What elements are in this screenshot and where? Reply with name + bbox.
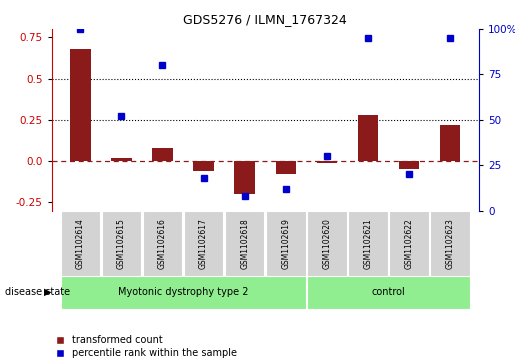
Bar <box>276 161 296 174</box>
Text: GSM1102618: GSM1102618 <box>240 218 249 269</box>
Text: GSM1102622: GSM1102622 <box>405 218 414 269</box>
Bar <box>193 161 214 171</box>
Text: GSM1102620: GSM1102620 <box>322 218 331 269</box>
Legend: transformed count, percentile rank within the sample: transformed count, percentile rank withi… <box>56 335 237 358</box>
Text: ▶: ▶ <box>44 287 52 297</box>
Bar <box>61 276 305 309</box>
Text: GSM1102623: GSM1102623 <box>445 218 455 269</box>
Bar <box>317 161 337 163</box>
Text: GSM1102617: GSM1102617 <box>199 218 208 269</box>
Text: disease state: disease state <box>5 287 70 297</box>
Text: GSM1102619: GSM1102619 <box>281 218 290 269</box>
Bar <box>101 211 141 276</box>
Bar <box>111 158 132 161</box>
Bar <box>234 161 255 194</box>
Bar <box>61 211 100 276</box>
Bar <box>152 148 173 161</box>
Bar <box>389 211 429 276</box>
Bar <box>184 211 224 276</box>
Bar <box>348 211 388 276</box>
Text: GSM1102615: GSM1102615 <box>117 218 126 269</box>
Bar <box>431 211 470 276</box>
Title: GDS5276 / ILMN_1767324: GDS5276 / ILMN_1767324 <box>183 13 347 26</box>
Bar <box>399 161 419 169</box>
Bar <box>440 125 460 161</box>
Text: Myotonic dystrophy type 2: Myotonic dystrophy type 2 <box>118 287 248 297</box>
Text: GSM1102614: GSM1102614 <box>76 218 85 269</box>
Bar <box>358 115 378 161</box>
Bar <box>225 211 264 276</box>
Text: GSM1102621: GSM1102621 <box>364 218 372 269</box>
Bar <box>307 211 347 276</box>
Bar <box>266 211 305 276</box>
Bar <box>70 49 91 161</box>
Text: GSM1102616: GSM1102616 <box>158 218 167 269</box>
Text: control: control <box>372 287 405 297</box>
Bar <box>143 211 182 276</box>
Bar <box>307 276 470 309</box>
